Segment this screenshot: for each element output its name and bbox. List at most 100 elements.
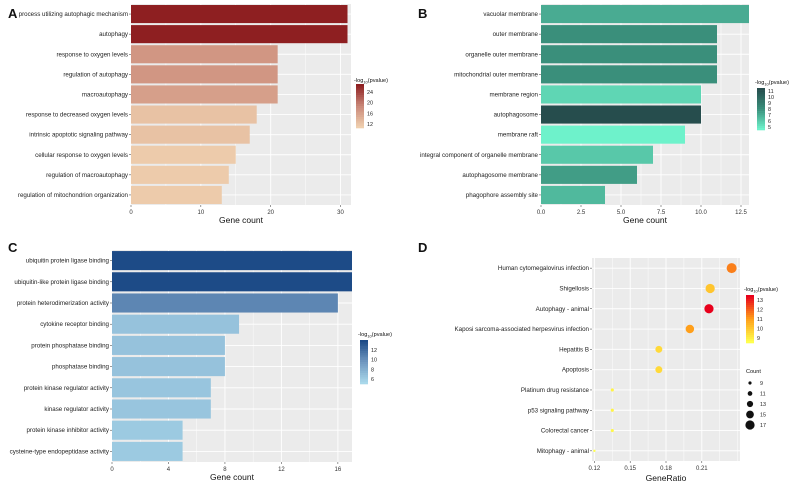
colorbar-segment [356,84,364,87]
colorbar-tick-label: 7 [768,113,771,119]
colorbar-segment [746,305,754,308]
bar [131,65,278,84]
category-label: p53 signaling pathway [528,407,590,414]
colorbar-segment [356,106,364,109]
colorbar-tick-label: 8 [768,107,771,113]
category-label: Human cytomegalovirus infection [498,265,590,272]
colorbar-segment [356,90,364,94]
category-label: macroautophagy [82,91,129,98]
colorbar-segment [360,355,368,358]
x-tick-label: 8 [223,467,227,473]
colorbar-segment [360,364,368,367]
bar [131,85,278,104]
colorbar-tick-label: 6 [768,119,771,125]
colorbar-segment [746,339,754,342]
bar [131,145,236,164]
bar [131,25,348,44]
category-label: Hepatitis B [559,346,589,353]
bar [112,314,240,334]
category-label: response to oxygen levels [56,51,128,58]
point [655,366,663,374]
category-label: cellular response to oxygen levels [35,152,128,159]
category-label: mitochondrial outer membrane [454,71,538,78]
category-label: Platinum drug resistance [521,387,590,394]
colorbar-segment [356,99,364,102]
colorbar-segment [360,357,368,361]
category-label: regulation of mitochondrion organization [18,192,129,199]
colorbar-tick-label: 11 [757,317,763,323]
colorbar-segment [746,319,754,322]
x-tick-label: 30 [337,210,344,216]
x-axis-title: Gene count [623,215,668,225]
legend-title: -log10(pvalue) [755,80,789,87]
colorbar-segment [356,97,364,100]
x-axis-title: Gene count [219,215,264,225]
colorbar-segment [356,114,364,118]
colorbar-segment [360,366,368,369]
colorbar-segment [757,111,765,114]
colorbar-segment [360,351,368,354]
legend-title-base: -log [755,80,764,86]
category-label: Mitophagy - animal [537,448,589,455]
size-legend-label: 11 [760,392,766,398]
colorbar-segment [356,123,364,127]
category-label: cytokine receptor binding [40,321,109,328]
colorbar-tick-label: 12 [371,348,377,354]
category-label: ubiquitin-like protein ligase binding [14,279,109,286]
size-legend-dot [746,400,754,408]
colorbar-segment [746,333,754,336]
legend-title-rest: (pvalue) [368,78,388,84]
colorbar-segment [757,109,765,112]
size-legend-label: 13 [760,402,766,408]
colorbar-segment [757,127,765,131]
colorbar-segment [746,301,754,304]
colorbar-segment [360,362,368,365]
colorbar-tick-label: 12 [367,122,373,128]
category-label: autophagosome [494,112,539,119]
bar [112,378,211,398]
legend-title-sub: 10 [753,289,758,294]
colorbar-segment [757,115,765,118]
colorbar-tick-label: 10 [371,358,377,364]
category-label: kinase regulator activity [44,406,110,413]
category-label: Apoptosis [562,367,589,374]
colorbar-tick-label: 9 [757,336,760,342]
colorbar-segment [746,321,754,324]
panel-letter: A [8,6,18,21]
colorbar-segment [360,340,368,343]
x-axis-title: Gene count [210,472,255,482]
colorbar-segment [757,123,765,127]
category-label: cysteine-type endopeptidase activity [10,448,110,455]
colorbar-segment [757,104,765,108]
bar [541,85,701,104]
point [610,388,614,392]
colorbar-segment [757,102,765,106]
x-tick-label: 12 [278,467,285,473]
bar [541,45,717,64]
size-legend-label: 17 [760,423,766,429]
colorbar-segment [360,353,368,356]
x-tick-label: 2.5 [577,210,586,216]
legend-title: -log10(pvalue) [744,287,778,294]
category-label: integral component of organelle membrane [420,152,539,159]
legend-title-sub: 10 [367,334,372,339]
x-axis-title: GeneRatio [646,473,687,483]
x-tick-label: 0.12 [589,466,601,472]
size-legend-dot [745,420,755,430]
colorbar-segment [746,323,754,326]
colorbar-segment [746,303,754,306]
colorbar-segment [356,101,364,105]
point [705,283,715,294]
colorbar-segment [356,88,364,91]
panel-letter: B [418,6,427,21]
colorbar-tick-label: 8 [371,367,374,373]
category-label: process utilizing autophagic mechanism [19,11,128,18]
category-label: membrane region [490,91,539,98]
x-tick-label: 4 [167,467,171,473]
category-label: autophagy [99,31,129,38]
category-label: phosphatase binding [52,364,110,371]
legend-title-sub: 10 [764,82,769,87]
bar [541,125,685,144]
